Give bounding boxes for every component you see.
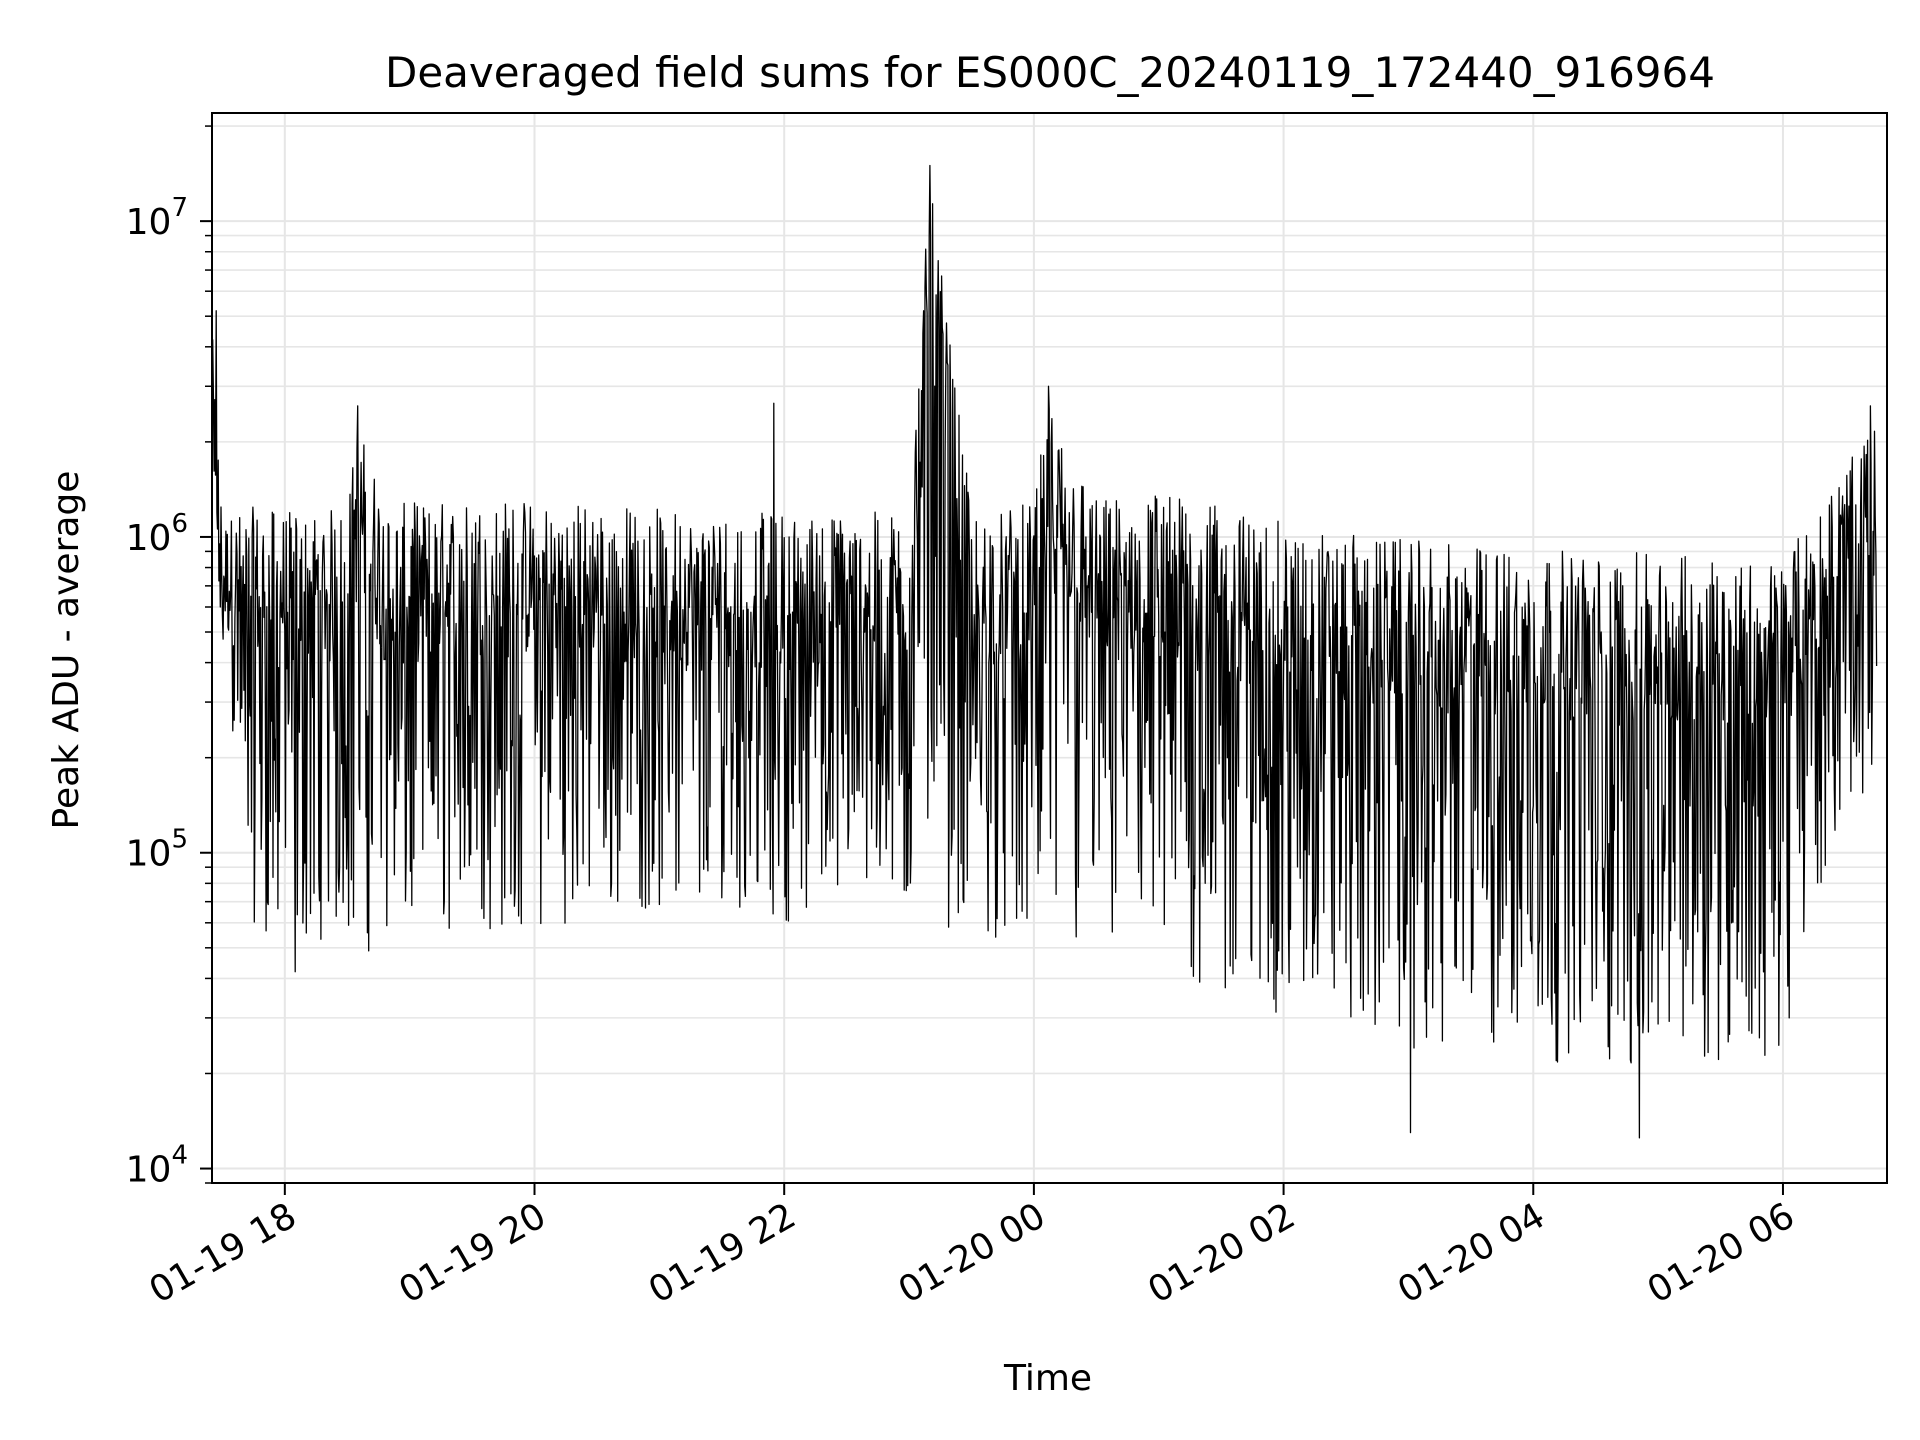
x-axis-label: Time <box>1003 1358 1092 1399</box>
y-tick-label: 106 <box>126 509 188 559</box>
y-tick-label: 105 <box>126 825 188 875</box>
series-line <box>211 164 1878 1139</box>
chart-title: Deaveraged field sums for ES000C_2024011… <box>385 48 1715 97</box>
plot-frame <box>211 112 1888 1184</box>
y-axis-label: Peak ADU - average <box>46 471 87 830</box>
y-tick-label: 104 <box>126 1141 188 1191</box>
data-series <box>211 164 1878 1139</box>
y-tick-label: 107 <box>126 193 188 243</box>
y-axis-ticks: 104 105 106 107 <box>126 125 212 1191</box>
